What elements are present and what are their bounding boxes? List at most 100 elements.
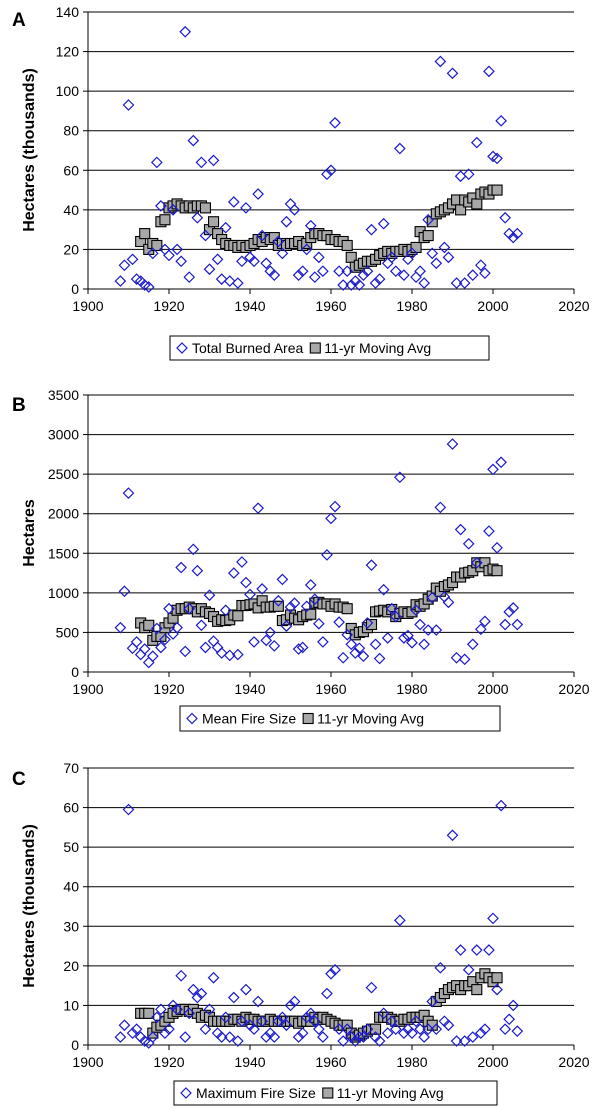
data-point-diamond: [126, 642, 139, 655]
data-point-diamond: [499, 618, 511, 631]
data-point-diamond: [462, 537, 475, 550]
data-point-diamond: [227, 991, 240, 1004]
data-point-diamond: [475, 1027, 487, 1039]
data-point-diamond: [475, 623, 487, 636]
data-point-diamond: [333, 265, 345, 278]
data-point-diamond: [479, 267, 491, 280]
y-tick-label: 30: [63, 918, 79, 934]
data-point-diamond: [491, 152, 503, 165]
data-point-diamond: [317, 1031, 329, 1043]
data-point-diamond: [317, 265, 329, 278]
data-point-diamond: [503, 1013, 516, 1026]
data-point-diamond: [163, 602, 175, 615]
data-point-diamond: [438, 241, 451, 254]
data-point-square: [422, 230, 434, 242]
x-tick-label: 1980: [396, 1054, 427, 1070]
data-point-diamond: [203, 589, 216, 602]
data-point-diamond: [365, 981, 378, 994]
data-point-diamond: [458, 277, 471, 289]
x-tick-label: 1960: [315, 298, 346, 314]
data-point-diamond: [219, 604, 232, 617]
data-point-diamond: [487, 912, 499, 925]
x-tick-label: 1900: [72, 681, 103, 697]
legend-box: [179, 705, 501, 732]
data-point-diamond: [244, 588, 256, 601]
x-tick-label: 2020: [558, 1054, 589, 1070]
data-point-diamond: [418, 1031, 430, 1043]
data-point-diamond: [337, 1035, 349, 1047]
legend-box: [169, 335, 490, 361]
data-point-diamond: [280, 1019, 293, 1032]
data-point-diamond: [426, 591, 439, 604]
data-point-diamond: [183, 602, 196, 615]
data-point-diamond: [450, 651, 463, 664]
data-point-diamond: [179, 1031, 192, 1043]
data-point-diamond: [333, 1023, 345, 1036]
data-point-diamond: [325, 164, 337, 177]
legend-marker-diamond: [176, 342, 188, 354]
data-point-diamond: [240, 983, 252, 996]
x-tick-label: 1900: [72, 298, 103, 314]
data-point-diamond: [430, 257, 443, 270]
chart-panel-c: 0 10 20 30 40 50 60 70 1900 1920 1940 1960 1980 2000 2…: [12, 760, 590, 1106]
data-point-diamond: [361, 617, 374, 629]
data-point-diamond: [191, 991, 204, 1004]
data-point-diamond: [442, 251, 455, 264]
panel-label: A: [12, 10, 26, 31]
data-point-diamond: [389, 610, 402, 623]
data-point-diamond: [122, 803, 135, 816]
data-point-square: [369, 1023, 382, 1035]
y-tick-label: 140: [56, 4, 80, 20]
data-point-diamond: [191, 211, 204, 224]
data-point-diamond: [434, 961, 447, 974]
data-point-diamond: [288, 204, 301, 216]
y-tick-label: 0: [71, 664, 79, 680]
data-point-diamond: [329, 500, 341, 513]
data-point-diamond: [215, 273, 228, 285]
y-tick-label: 2000: [48, 506, 79, 522]
data-point-diamond: [357, 269, 370, 281]
x-tick-label: 2020: [558, 298, 589, 314]
data-point-diamond: [155, 641, 167, 654]
y-tick-label: 3000: [48, 427, 79, 443]
data-point-diamond: [223, 275, 236, 287]
data-point-diamond: [321, 168, 333, 181]
data-point-diamond: [442, 596, 455, 609]
legend-marker-diamond: [186, 712, 198, 725]
data-point-diamond: [511, 1025, 524, 1037]
data-point-diamond: [187, 983, 200, 996]
data-point-diamond: [422, 213, 435, 226]
data-point-diamond: [175, 561, 187, 574]
data-point-diamond: [276, 247, 289, 260]
y-tick-label: 500: [56, 624, 80, 640]
y-tick-label: 20: [63, 958, 79, 974]
data-point-diamond: [308, 593, 321, 606]
data-point-diamond: [272, 594, 285, 607]
data-point-diamond: [430, 1023, 443, 1036]
data-point-diamond: [151, 156, 163, 169]
data-point-diamond: [373, 1035, 386, 1047]
data-point-diamond: [503, 606, 516, 618]
data-point-diamond: [195, 619, 208, 632]
y-tick-label: 60: [63, 162, 79, 178]
data-point-diamond: [337, 279, 349, 291]
data-point-diamond: [248, 1023, 260, 1036]
x-tick-label: 2000: [477, 298, 508, 314]
data-point-diamond: [268, 269, 281, 281]
legend-marker-square: [302, 712, 314, 725]
data-point-diamond: [272, 1015, 285, 1028]
data-point-diamond: [227, 567, 240, 579]
data-point-diamond: [175, 969, 187, 982]
data-point-diamond: [151, 1011, 163, 1024]
x-tick-label: 1940: [234, 681, 265, 697]
data-point-square: [139, 228, 151, 240]
data-point-diamond: [414, 1023, 426, 1036]
data-point-diamond: [462, 168, 475, 181]
data-point-square: [159, 214, 171, 226]
data-point-diamond: [450, 277, 463, 289]
data-point-diamond: [268, 640, 281, 652]
data-point-diamond: [252, 188, 264, 200]
data-point-diamond: [232, 648, 244, 661]
data-point-diamond: [292, 643, 305, 655]
data-point-square: [151, 239, 163, 252]
